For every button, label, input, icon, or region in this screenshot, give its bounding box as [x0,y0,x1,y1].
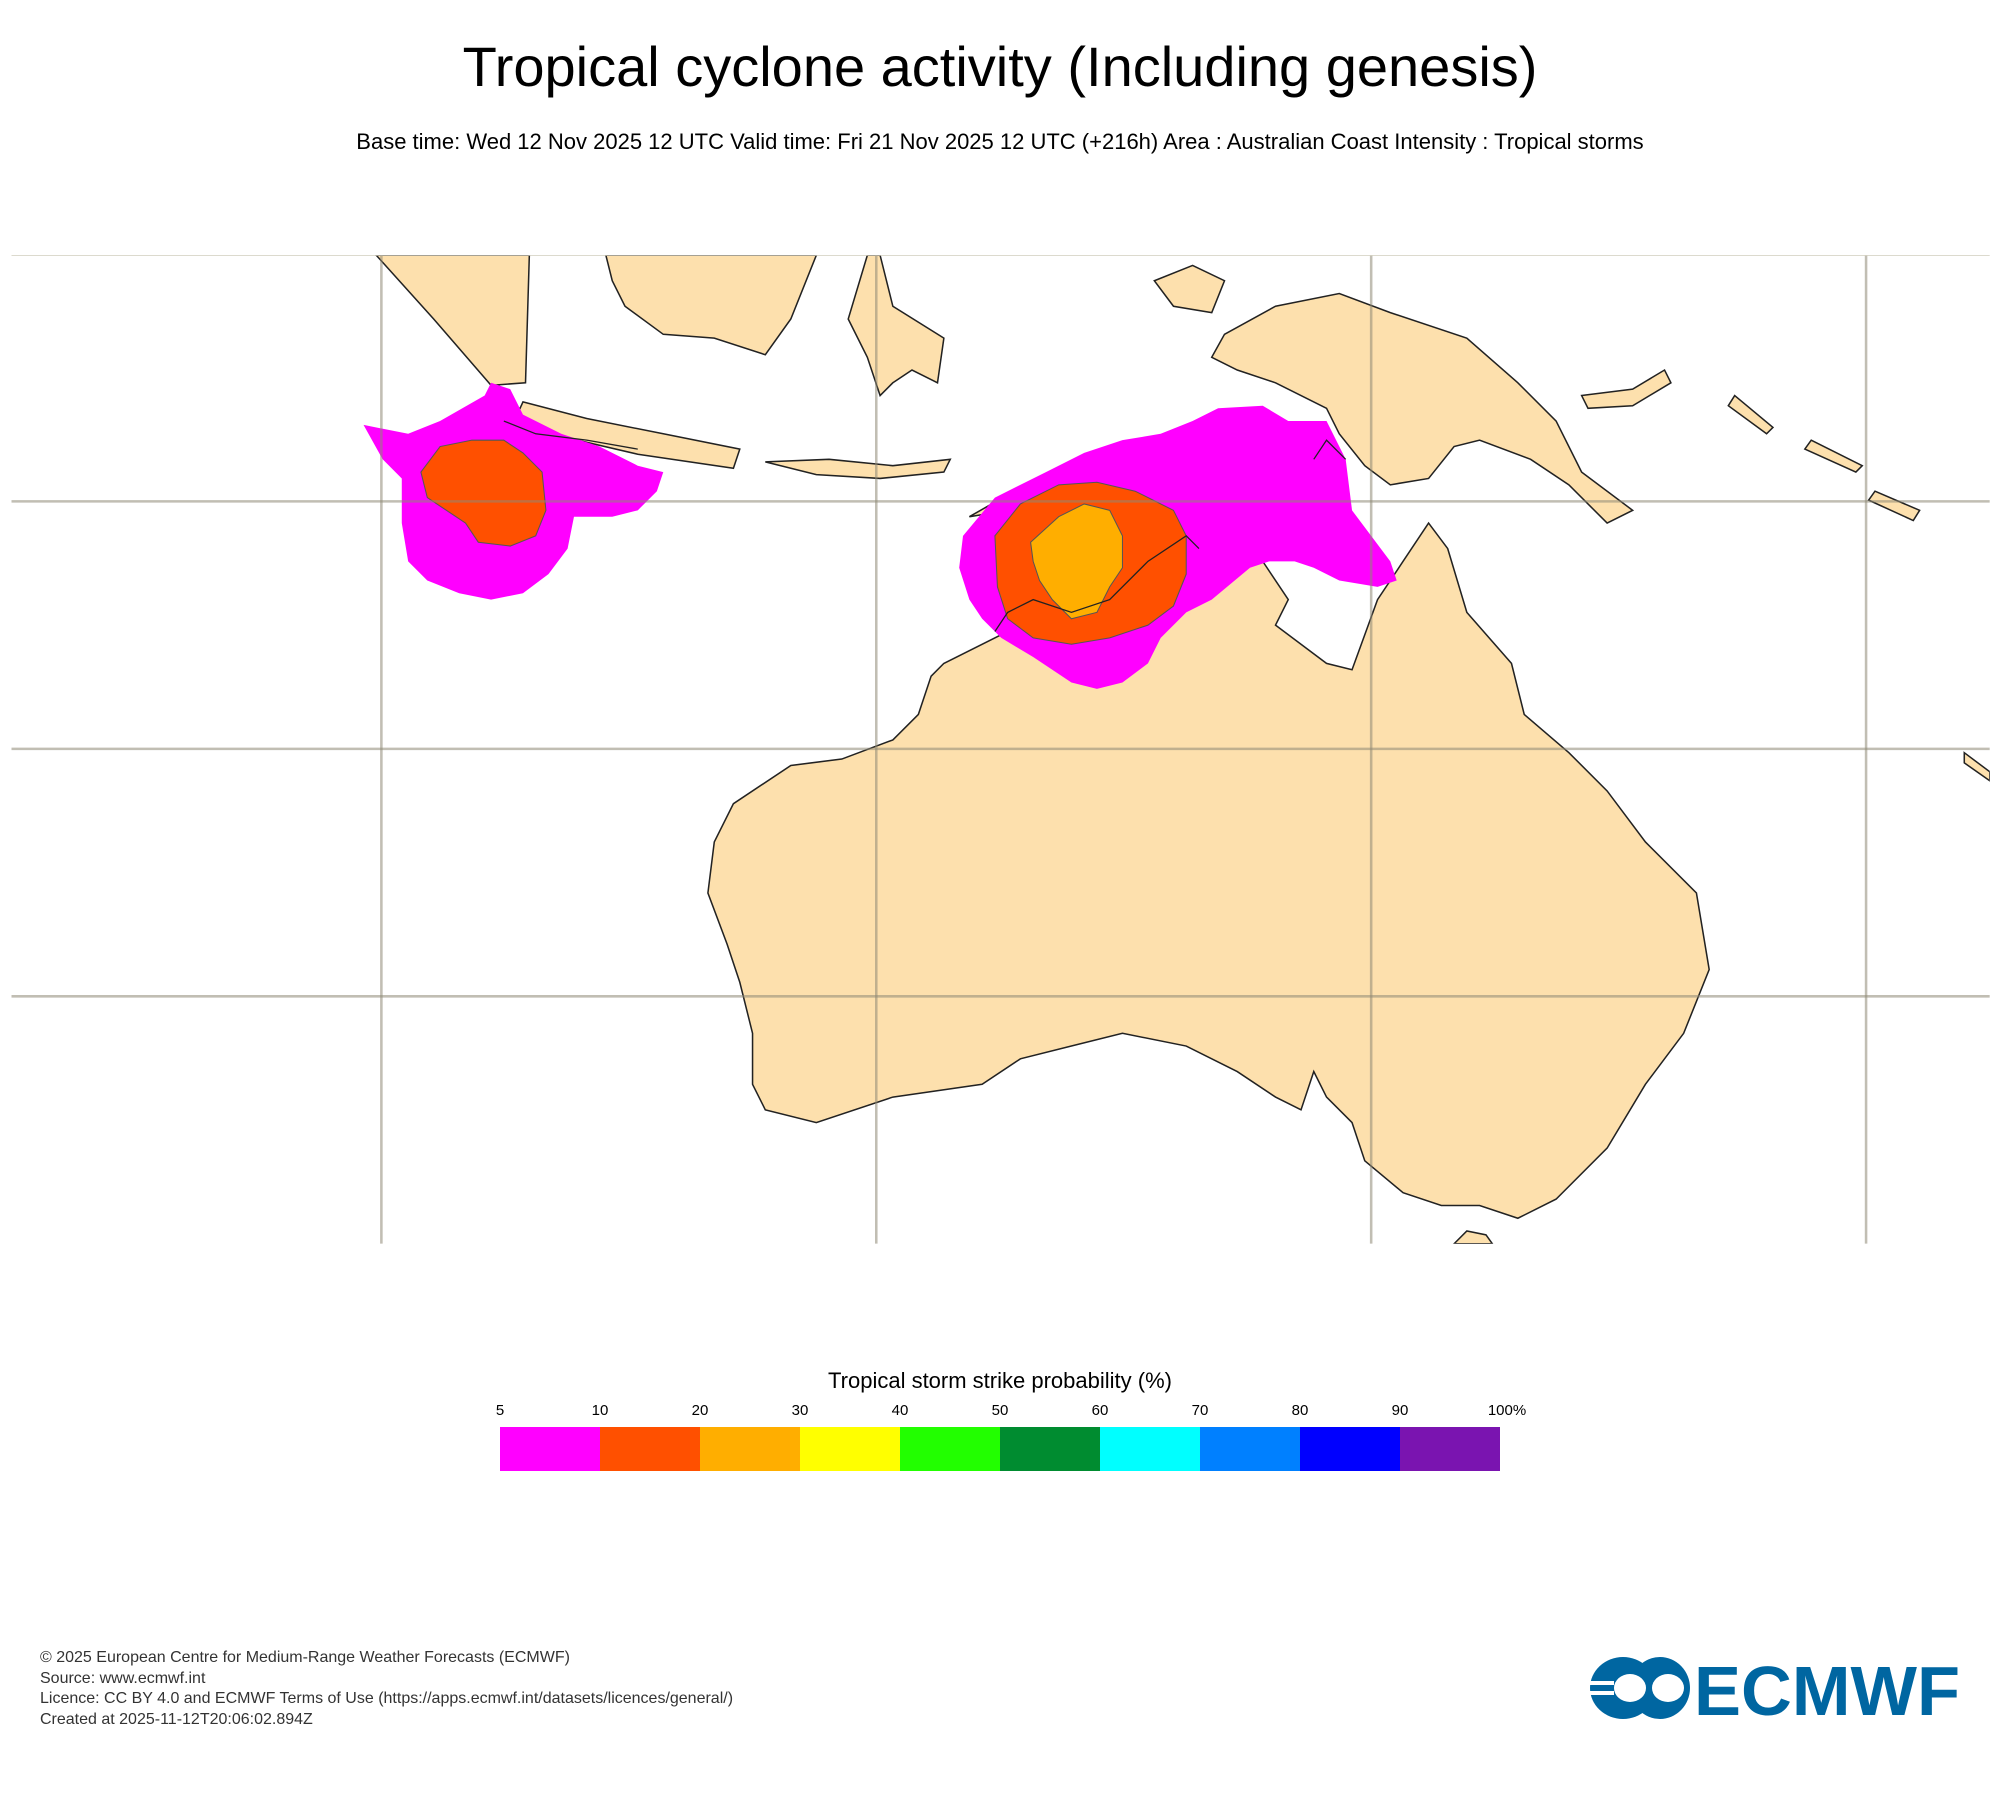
legend-color-swatch [600,1427,700,1471]
land-lesser-sunda [765,458,952,480]
land-new-britain [1580,368,1672,410]
legend-tick: 20 [691,1402,709,1419]
legend-tick: 10 [591,1402,609,1419]
legend-tick: 80 [1291,1402,1309,1419]
coastline-overlay [503,420,1347,632]
chart-subtitle: Base time: Wed 12 Nov 2025 12 UTC Valid … [356,129,1644,154]
land-borneo [605,255,818,356]
legend-color-swatch [500,1427,600,1471]
legend-color-swatch [1100,1427,1200,1471]
footer: © 2025 European Centre for Medium-Range … [40,1648,733,1730]
legend-color-swatch [900,1427,1000,1471]
footer-source: Source: www.ecmwf.int [40,1669,206,1687]
legend-tick: 30 [791,1402,809,1419]
land-australia [707,521,1710,1220]
legend-tick: 5 [495,1402,505,1419]
gridlines [11,255,1990,1244]
legend-tick: 100% [1487,1402,1527,1419]
legend-title: Tropical storm strike probability (%) [828,1368,1172,1393]
footer-copyright: © 2025 European Centre for Medium-Range … [40,1649,570,1666]
probability-areas [363,382,1397,689]
land-birds-head [1153,264,1226,314]
legend-colorbar [500,1427,1500,1471]
footer-created: Created at 2025-11-12T20:06:02.894Z [40,1710,313,1728]
legend-tick: 60 [1091,1402,1109,1419]
legend-tick: 90 [1391,1402,1409,1419]
logo-text: ECMWF [1694,1655,1960,1721]
prob-area-east-20-30 [1030,503,1123,620]
legend-color-swatch [700,1427,800,1471]
land-sulawesi [847,255,945,397]
legend-tick: 40 [891,1402,909,1419]
ecmwf-logo: ECMWF [1590,1655,1960,1721]
legend-color-swatch [1200,1427,1300,1471]
legend-color-swatch [1400,1427,1500,1471]
legend-color-swatch [1000,1427,1100,1471]
land-tasmania [1452,1230,1494,1244]
land [375,255,1990,1244]
legend-color-swatch [1300,1427,1400,1471]
legend-color-swatch [800,1427,900,1471]
land-new-guinea [1210,292,1635,525]
legend-tick: 70 [1191,1402,1209,1419]
legend-tick: 50 [991,1402,1009,1419]
land-vanuatu-nc [1963,751,1990,782]
chart-title: Tropical cyclone activity (Including gen… [462,35,1538,98]
land-solomons [1727,394,1921,522]
prob-area-west-10-20 [420,439,547,547]
land-sumatra [375,255,531,387]
footer-licence: Licence: CC BY 4.0 and ECMWF Terms of Us… [40,1690,734,1707]
